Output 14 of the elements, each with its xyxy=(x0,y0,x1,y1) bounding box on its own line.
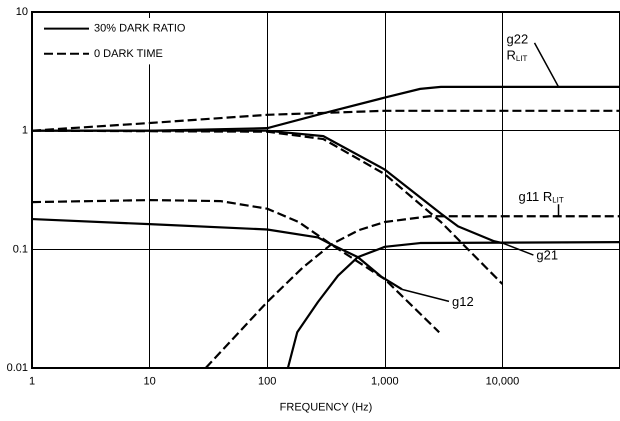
x-tick-label: 10 xyxy=(143,376,156,388)
x-tick-label: 1,000 xyxy=(371,376,399,388)
y-tick-label: 0.1 xyxy=(12,243,28,256)
x-tick-label: 1 xyxy=(28,376,36,388)
x-tick-label: 10,000 xyxy=(486,376,520,388)
x-axis-title: FREQUENCY (Hz) xyxy=(280,402,372,414)
y-tick-label: 10 xyxy=(16,6,28,18)
annotation: g21 xyxy=(536,248,558,263)
legend-label: 30% DARK RATIO xyxy=(94,22,186,35)
annotation: g12 xyxy=(452,294,474,309)
x-tick-label: 100 xyxy=(258,376,276,388)
y-tick-label: 1 xyxy=(22,124,28,137)
y-tick-label: 0.01 xyxy=(6,362,28,374)
legend-label: 0 DARK TIME xyxy=(94,48,163,60)
